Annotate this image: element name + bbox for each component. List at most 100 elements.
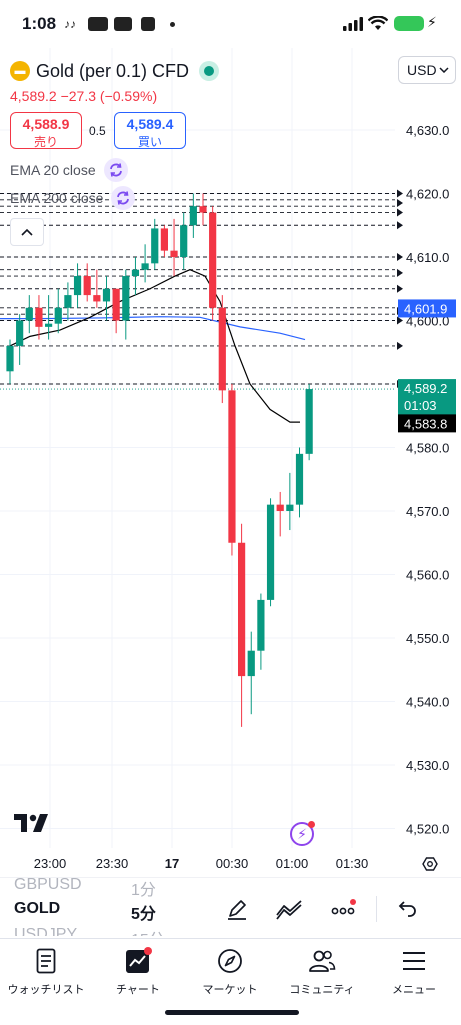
more-tools-button[interactable] [328,894,358,924]
nav-watchlist[interactable]: ウォッチリスト [0,947,92,997]
candle-body [83,276,91,296]
watchlist-icon [36,948,56,974]
undo-button[interactable] [392,894,422,924]
last-price-badge-bg [398,379,456,417]
price-tick-label: 4,570.0 [406,504,449,519]
level-marker-icon [397,341,403,350]
sell-button[interactable]: 4,588.9 売り [10,112,82,149]
buy-button[interactable]: 4,589.4 買い [114,112,186,149]
time-axis[interactable]: 23:00 23:30 17 00:30 01:00 01:30 [0,856,461,878]
buy-price: 4,589.4 [126,116,174,132]
price-tick-label: 4,620.0 [406,187,449,202]
candle-body [102,288,111,302]
chart-settings-icon [422,857,438,871]
hamburger-icon [403,952,425,970]
candle-body [73,276,82,296]
symbol-next[interactable]: USDJPY [14,926,78,936]
currency-value: USD [407,62,437,78]
candle-body [228,390,236,543]
nav-chart-label: チャート [116,984,160,996]
ema20-legend[interactable]: EMA 20 close [10,158,128,182]
symbol-interval-picker[interactable]: GBPUSD GOLD USDJPY 1分 5分 15分 [0,874,200,936]
market-open-icon [199,61,220,81]
price-tick-label: 4,560.0 [406,568,449,583]
more-dots-icon [331,899,356,915]
nav-community-label: コミュニティ [289,984,355,996]
candle-body [199,206,207,213]
refresh-icon[interactable] [103,158,128,182]
drawing-tool-button[interactable] [222,894,252,924]
price-axis[interactable]: 4,630.04,620.04,610.04,600.04,590.04,580… [398,123,456,837]
collapse-legend-button[interactable] [10,218,44,246]
interval-selected[interactable]: 5分 [131,906,156,923]
chart-grid [0,48,395,848]
candle-body [266,504,275,600]
candle-body [238,542,246,677]
time-tick-label: 00:30 [216,856,249,871]
symbol-title[interactable]: Gold (per 0.1) CFD [36,60,190,81]
candle-body [189,206,197,226]
chevron-up-icon [21,228,33,236]
last-price-badge: 4,589.2 01:03 [398,379,456,417]
lightning-icon[interactable]: ⚡ [290,821,315,846]
price-tick-label: 4,540.0 [406,695,449,710]
candle-body [35,307,43,327]
candle-body [6,345,14,372]
ema20-line [9,269,300,423]
app-notification-icon-2 [114,17,132,31]
tradingview-logo-icon [14,814,48,832]
compass-icon [218,949,242,973]
price-chart[interactable]: 4,630.04,620.04,610.04,600.04,590.04,580… [0,48,461,878]
signal-icon [343,17,363,31]
wifi-icon [368,16,388,30]
ema200-price-badge: 4,601.9 [398,299,456,318]
price-change: 4,589.2 −27.3 (−0.59%) [10,88,158,104]
nav-market[interactable]: マーケット [184,947,276,997]
app-notification-icon [88,17,108,31]
symbol-prev[interactable]: GBPUSD [14,876,82,893]
time-tick-label: 01:30 [336,856,369,871]
ema200-legend[interactable]: EMA 200 close [10,186,136,210]
app-notification-icon-3 [141,17,155,31]
status-time: 1:08 [22,14,57,33]
candle-body [305,389,313,454]
nav-menu[interactable]: メニュー [368,947,460,997]
candle-body [209,212,217,308]
nav-community[interactable]: コミュニティ [276,947,368,997]
home-indicator [165,1010,299,1015]
ema20-label: EMA 20 close [10,162,96,178]
candle-body [295,453,304,505]
candle-body [218,307,226,391]
spread-value: 0.5 [89,124,106,138]
symbol-selected[interactable]: GOLD [14,900,61,917]
level-marker-icon [397,199,403,208]
time-tick-label: 17 [165,856,179,871]
chart-icon [126,947,152,973]
price-tick-label: 4,550.0 [406,631,449,646]
time-tick-label: 23:00 [34,856,67,871]
price-tick-label: 4,530.0 [406,758,449,773]
horizontal-lines [0,193,395,390]
refresh-icon[interactable] [111,186,136,210]
symbol-header[interactable]: ▬ Gold (per 0.1) CFD [10,58,220,84]
candle-body [276,504,284,511]
nav-market-label: マーケット [202,984,258,996]
price-tick-label: 4,630.0 [406,123,449,138]
currency-select[interactable]: USD [398,56,456,84]
level-marker-icon [397,208,403,217]
candle-body [112,288,120,321]
interval-prev[interactable]: 1分 [131,882,156,899]
time-tick-label: 23:30 [96,856,129,871]
chevron-down-icon [439,67,449,73]
candle-body [54,307,62,324]
indicators-button[interactable] [274,894,304,924]
interval-next[interactable]: 15分 [131,926,165,936]
undo-icon [398,901,416,917]
candle-body [93,295,101,302]
candle-body [64,295,72,308]
ema200-line [0,316,306,341]
ema200-price-badge-text: 4,601.9 [404,301,447,316]
ema20-price-badge: 4,583.8 [398,414,456,433]
nav-chart[interactable]: チャート [92,947,184,997]
chart-settings-icon-center [427,861,433,867]
